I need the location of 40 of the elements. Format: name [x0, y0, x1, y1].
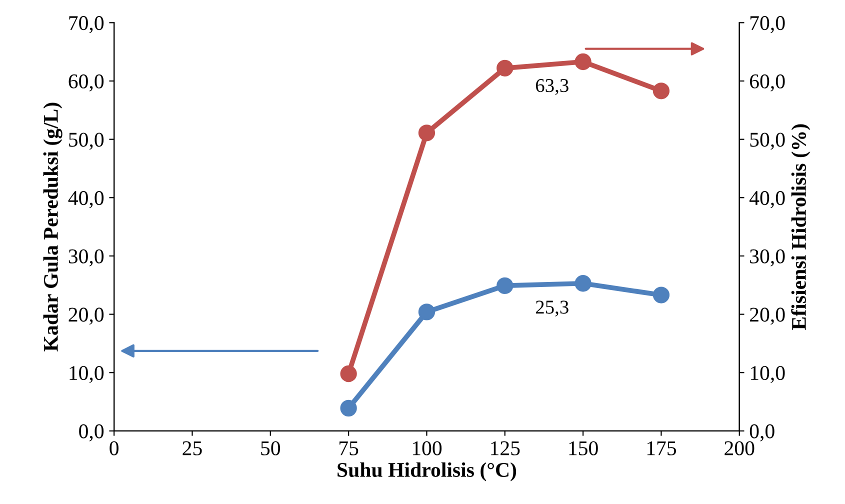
y-tick-label: 20,0	[68, 308, 104, 325]
y-tick-label: 50,0	[69, 132, 104, 150]
y-tick-label: 10,0	[70, 366, 104, 384]
point	[574, 53, 592, 70]
point	[418, 124, 436, 142]
y2-tick-label: 60,0	[750, 74, 785, 92]
point	[340, 365, 357, 382]
y2-tick-label: 10,0	[750, 366, 785, 384]
y-tick-label: 40,0	[68, 191, 104, 208]
point	[496, 60, 514, 77]
point	[340, 400, 357, 417]
point	[574, 275, 592, 292]
x-axis-title: Suhu Hidrolisis (°C)	[338, 462, 516, 482]
y-axis-title: Kadar Gula Pereduksi (g/L)	[43, 102, 62, 352]
x-tick-label: 75	[340, 441, 358, 456]
x-tick-label: 50	[261, 441, 280, 456]
x-tick-label: 25	[182, 441, 202, 456]
y2-tick-label: 50,0	[750, 132, 785, 150]
x-tick-label: 150	[569, 441, 598, 456]
y-tick-label: 0,0	[79, 424, 104, 442]
x-tick-label: 200	[724, 441, 754, 456]
x-tick-label: 100	[412, 441, 442, 456]
y2-tick-label: 30,0	[750, 249, 785, 266]
x-tick-label: 125	[491, 441, 520, 456]
y-tick-label: 60,0	[68, 74, 104, 92]
data-label: 63,3	[536, 79, 568, 95]
y2-tick-label: 0,0	[750, 424, 774, 442]
y-tick-label: 30,0	[68, 249, 104, 266]
x-tick-label: 0	[110, 441, 118, 456]
point	[652, 286, 670, 304]
x-tick-label: 175	[647, 441, 676, 456]
point	[652, 82, 670, 100]
point	[418, 304, 436, 320]
y2-tick-label: 40,0	[750, 191, 785, 208]
y2-axis-title: Efisiensi Hidrolisis (%)	[791, 124, 810, 330]
point	[496, 277, 514, 294]
y-tick-label: 70,0	[69, 16, 104, 34]
y2-tick-label: 70,0	[750, 16, 785, 34]
y2-tick-label: 20,0	[750, 308, 785, 325]
data-label: 25,3	[536, 300, 568, 317]
